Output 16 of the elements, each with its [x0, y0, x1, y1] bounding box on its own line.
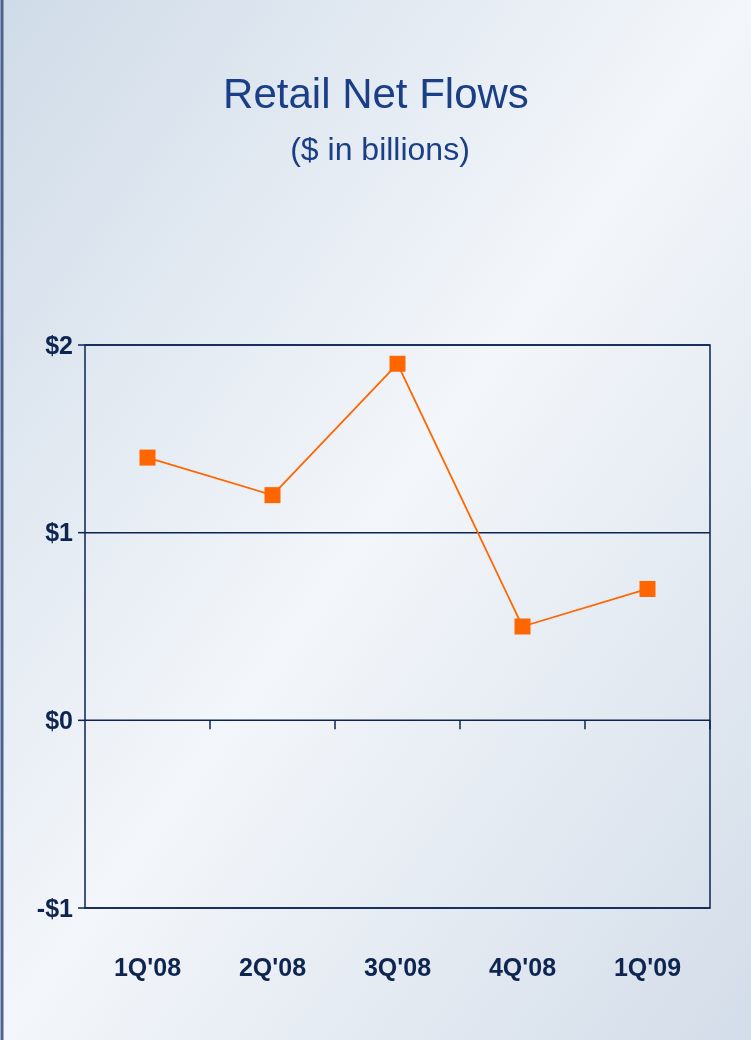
y-tick-label: -$1	[36, 893, 74, 922]
point	[389, 355, 406, 372]
x-tick-label: 1Q'08	[113, 953, 182, 981]
x-tick-label: 3Q'08	[363, 953, 432, 981]
chart-subtitle: ($ in billions)	[290, 131, 470, 167]
point	[639, 580, 656, 597]
y-tick-label: $2	[45, 330, 73, 359]
chart-title: Retail Net Flows	[223, 70, 529, 117]
point	[264, 487, 281, 504]
y-tick-label: $0	[45, 706, 73, 735]
x-tick-label: 4Q'08	[488, 953, 557, 981]
point	[514, 618, 531, 635]
y-tick-label: $1	[45, 518, 74, 547]
x-tick-label: 1Q'09	[613, 953, 682, 981]
point	[139, 449, 156, 466]
x-tick-label: 2Q'08	[238, 953, 307, 981]
